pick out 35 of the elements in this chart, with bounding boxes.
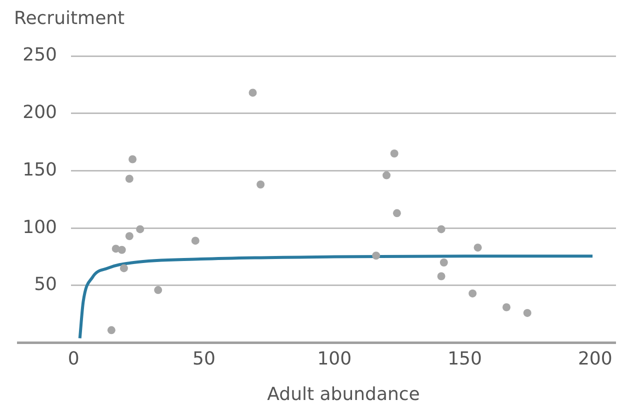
point	[118, 246, 126, 254]
y-axis-title: Recruitment	[14, 8, 125, 29]
point	[468, 289, 477, 298]
point	[136, 225, 144, 234]
point	[523, 308, 532, 317]
point	[128, 155, 137, 164]
point	[125, 232, 134, 240]
x-tick-label: 0	[68, 348, 80, 370]
point	[125, 174, 134, 183]
point	[256, 180, 265, 188]
y-tick-label: 100	[22, 216, 57, 238]
point	[372, 252, 380, 260]
point	[390, 150, 398, 158]
x-axis-title: Adult abundance	[267, 384, 420, 405]
y-tick-label: 200	[22, 102, 57, 124]
point	[154, 286, 162, 294]
point	[437, 225, 446, 234]
point	[248, 88, 257, 97]
point	[440, 258, 448, 266]
point	[382, 171, 391, 180]
y-tick-label: 50	[34, 274, 57, 296]
point	[437, 272, 446, 280]
point	[502, 303, 510, 312]
x-tick-label: 150	[448, 348, 482, 370]
point	[474, 244, 482, 252]
line-series	[78, 254, 594, 340]
point	[120, 264, 128, 272]
x-tick-label: 50	[192, 348, 216, 370]
y-tick-label: 150	[22, 159, 57, 180]
x-tick-label: 100	[317, 348, 352, 370]
point	[191, 236, 200, 245]
point	[107, 326, 116, 334]
point	[392, 209, 401, 218]
x-tick-label: 200	[578, 348, 612, 370]
y-tick-label: 250	[22, 44, 57, 66]
